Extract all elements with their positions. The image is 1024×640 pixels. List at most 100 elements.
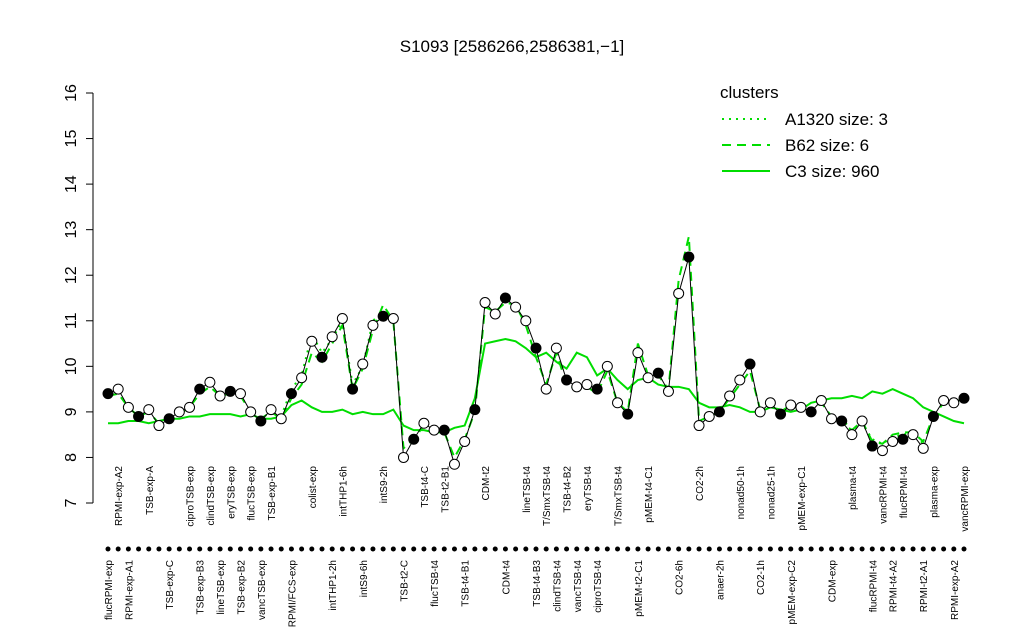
data-point [499,292,511,304]
data-point [357,358,369,370]
x-tick-label: plasma-t4 [848,466,859,510]
data-point [815,395,827,406]
rug-dot [788,546,794,552]
data-point [601,360,613,372]
x-tick-label: TSB-t2-C [400,560,411,602]
data-point [469,404,481,416]
x-tick-label: TSB-t4-C [420,466,431,508]
rug-dot [553,546,559,552]
x-tick-label: CO2-6h [675,560,686,595]
data-point [224,385,236,397]
data-point [387,313,399,324]
rug-dot [818,546,824,552]
data-point [612,397,624,409]
rug-dot [258,546,264,552]
data-point [938,395,950,406]
data-point [184,401,196,413]
data-point [112,383,124,395]
data-point [173,406,185,418]
rug-dot [941,546,947,552]
data-point [133,410,145,422]
rug-dot [635,546,641,552]
rug-dot [849,546,855,552]
rug-dot [339,546,345,552]
data-point [826,413,838,425]
rug-dot [462,546,468,552]
rug-dot [930,546,936,552]
rug-dot [839,546,845,552]
rug-dot [808,546,814,552]
data-point [775,408,787,420]
data-point [652,367,664,379]
x-tick-label: lineTSB-t4 [522,466,533,513]
rug-dot [288,546,294,552]
x-tick-label: eryTSB-exp [226,466,237,519]
rug-dot [574,546,580,552]
data-point [724,390,736,402]
data-point [876,445,888,457]
data-point [856,415,868,427]
rug-dot [900,546,906,552]
rug-dot [584,546,590,552]
x-tick-label: pMEM-exp-C2 [787,560,798,625]
rug-dot [166,546,172,552]
data-point [561,374,573,386]
x-tick-label: clindTSB-t4 [552,560,563,612]
rug-dot [686,546,692,552]
data-point [398,451,410,463]
rug-dot [920,546,926,552]
x-tick-label: intS9-2h [379,466,390,503]
x-tick-label: flucRPMI-exp [104,560,115,620]
x-tick-label: ciproTSB-t4 [593,560,604,613]
y-tick-label: 7 [63,498,80,507]
data-point [673,287,685,299]
rug-dot [278,546,284,552]
x-tick-label: ciproTSB-exp [186,466,197,527]
rug-dot [676,546,682,552]
rug-dot [951,546,957,552]
data-point [479,297,491,309]
data-point [887,436,899,447]
rug-dot [625,546,631,552]
data-point [785,399,797,411]
x-tick-label: anaer-2h [715,560,726,600]
data-point [662,385,674,397]
x-tick-label: colist-exp [308,466,319,509]
data-point [102,388,114,400]
rug-dot [482,546,488,552]
data-point [163,413,175,425]
rug-dot [513,546,519,552]
x-tick-label: pMEM-t2-C1 [634,560,645,617]
x-tick-label: CDM-exp [828,560,839,603]
rug-dot [798,546,804,552]
rug-dot [879,546,885,552]
rug-dot [176,546,182,552]
rug-dot [329,546,335,552]
data-point [795,401,807,413]
data-point [540,383,552,395]
data-point [734,374,746,386]
rug-dot [360,546,366,552]
data-point [459,436,471,447]
x-tick-label: TSB-exp-B1 [267,466,278,521]
rug-dot [401,546,407,552]
data-point [764,397,776,409]
rug-dot [370,546,376,552]
rug-dot [136,546,142,552]
x-tick-label: intTHP1-6h [338,466,349,517]
x-tick-label: TSB-exp-C [165,560,176,609]
x-tick-label: T/SmxTSB-t4 [542,466,553,526]
data-point [296,372,308,384]
rug-dot [105,546,111,552]
rug-dot [472,546,478,552]
data-point [836,415,848,427]
rug-dot [890,546,896,552]
rug-dot [829,546,835,552]
y-tick-label: 13 [63,221,80,239]
y-tick-label: 11 [63,312,80,329]
data-point [367,319,379,331]
rug-dot [309,546,315,552]
data-point [703,410,715,422]
data-point [245,406,257,418]
rug-dot [421,546,427,552]
